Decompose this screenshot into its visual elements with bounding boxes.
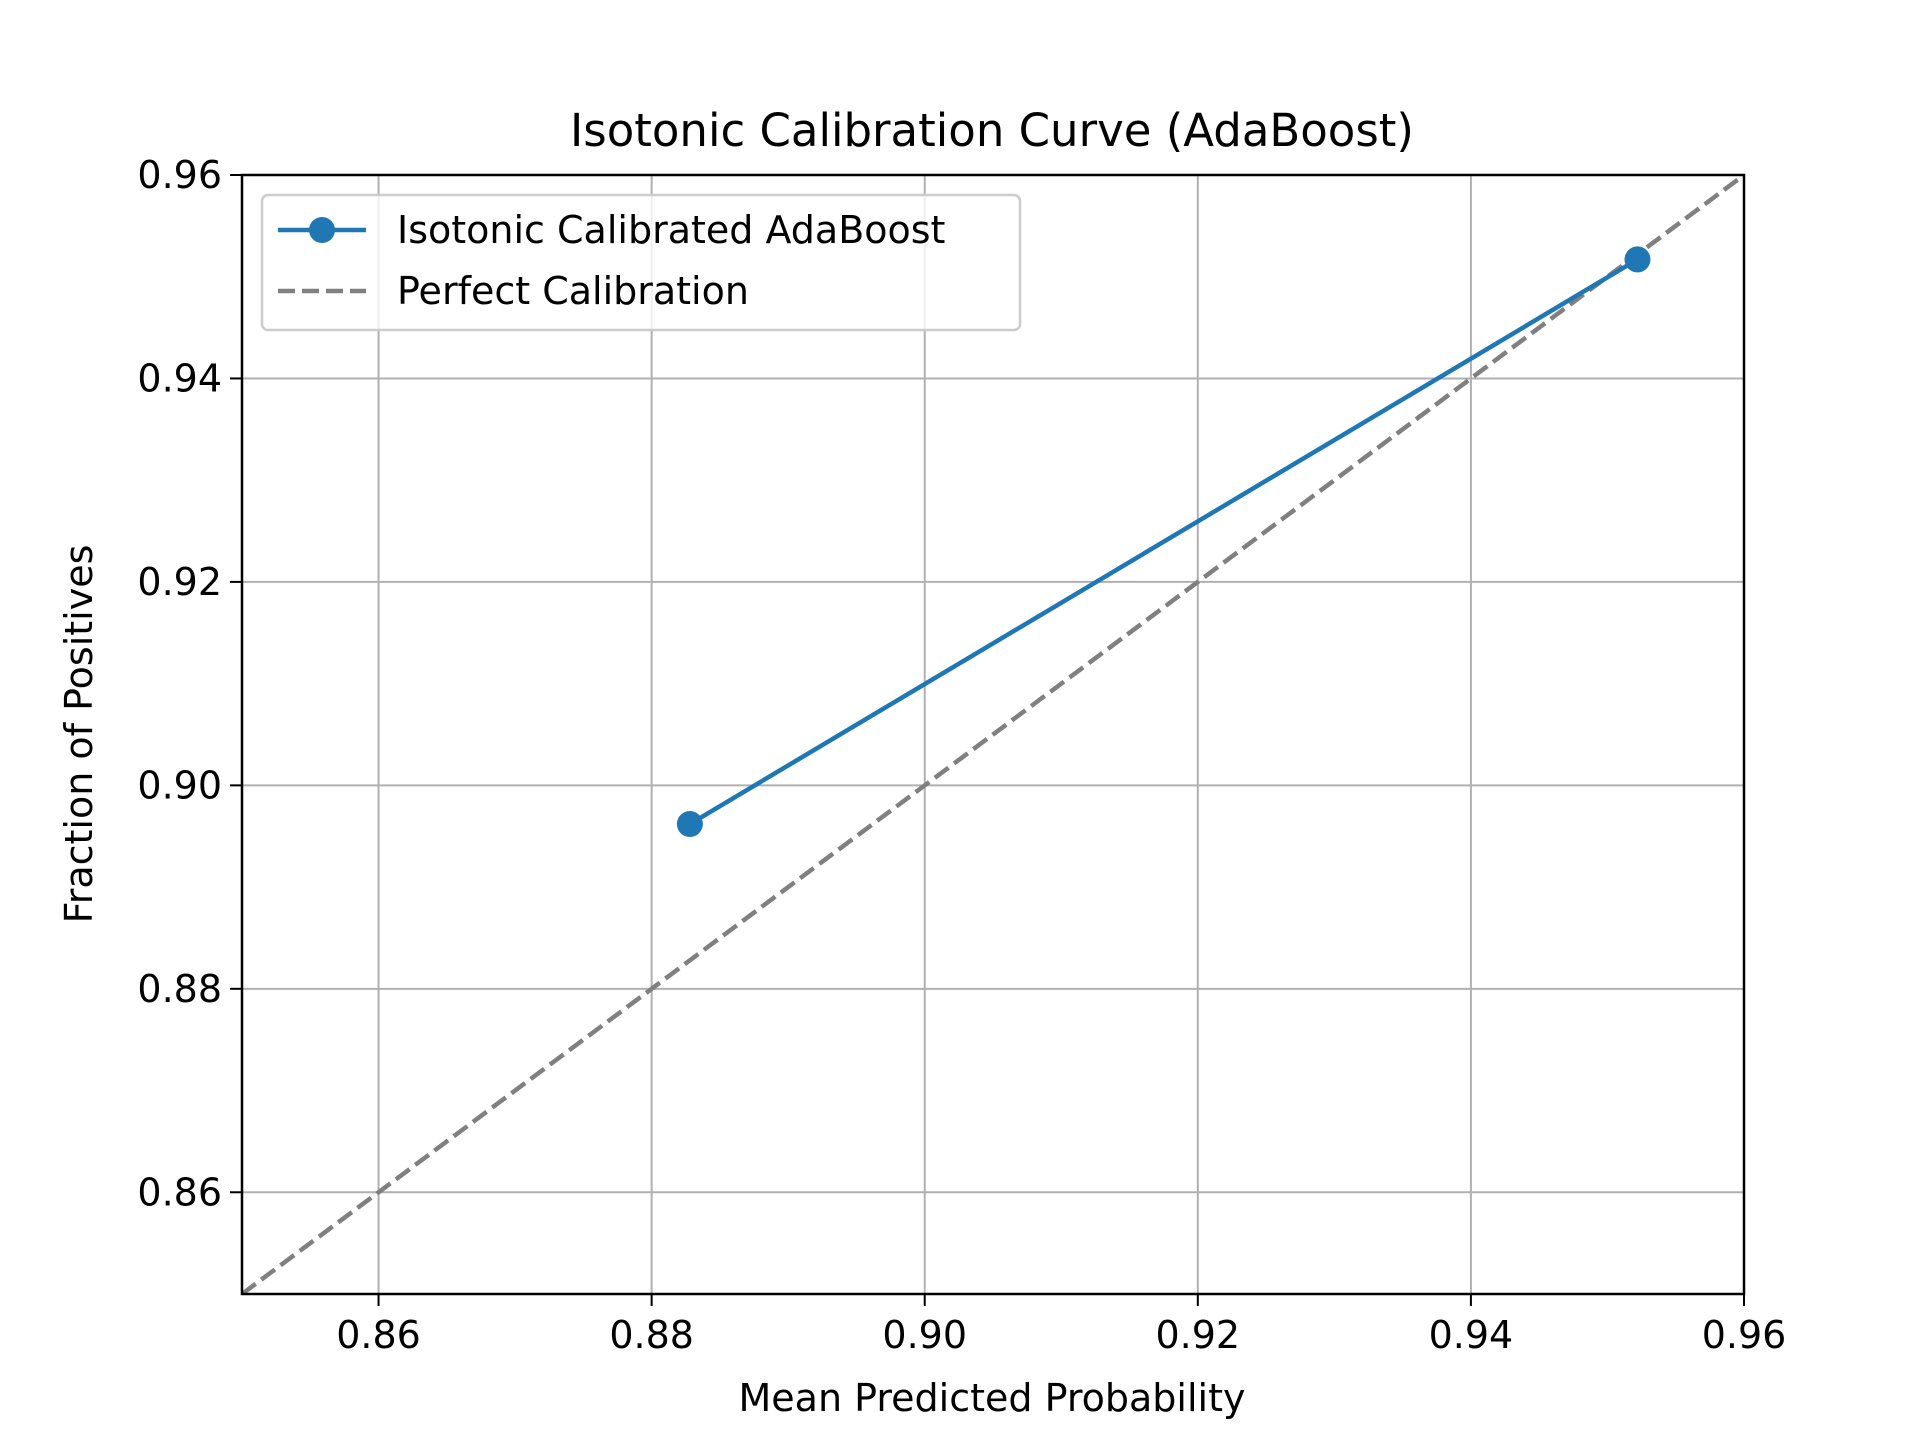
x-tick-label: 0.86	[336, 1313, 421, 1357]
legend: Isotonic Calibrated AdaBoost Perfect Cal…	[260, 193, 1022, 332]
grid-lines	[242, 174, 1745, 1294]
x-axis-ticks: 0.86 0.88 0.90 0.92 0.94 0.96	[336, 1294, 1786, 1357]
y-tick-label: 0.88	[137, 967, 222, 1011]
y-tick-label: 0.86	[137, 1170, 222, 1214]
x-tick-label: 0.96	[1702, 1313, 1787, 1357]
series-line-calibrated	[688, 257, 1639, 826]
series-line-perfect	[242, 175, 1744, 1294]
legend-label-calibrated: Isotonic Calibrated AdaBoost	[397, 208, 945, 252]
x-tick-label: 0.94	[1429, 1313, 1514, 1357]
y-tick-label: 0.94	[137, 356, 222, 400]
series-layer	[242, 175, 1744, 1294]
chart-title: Isotonic Calibration Curve (AdaBoost)	[570, 104, 1414, 157]
x-tick-label: 0.88	[609, 1313, 694, 1357]
x-axis-label: Mean Predicted Probability	[739, 1376, 1246, 1420]
data-point-marker	[676, 811, 703, 838]
x-tick-label: 0.92	[1156, 1313, 1241, 1357]
y-tick-label: 0.90	[137, 763, 222, 807]
legend-frame	[260, 193, 1022, 332]
legend-marker-calibrated	[309, 217, 335, 243]
x-tick-label: 0.90	[882, 1313, 967, 1357]
y-axis-label: Fraction of Positives	[57, 545, 101, 924]
y-tick-label: 0.96	[137, 153, 222, 197]
plot-frame	[240, 173, 1746, 1296]
legend-label-perfect: Perfect Calibration	[397, 269, 749, 313]
data-point-marker	[1624, 246, 1651, 273]
y-axis-ticks: 0.86 0.88 0.90 0.92 0.94 0.96	[137, 153, 242, 1214]
y-tick-label: 0.92	[137, 560, 222, 604]
